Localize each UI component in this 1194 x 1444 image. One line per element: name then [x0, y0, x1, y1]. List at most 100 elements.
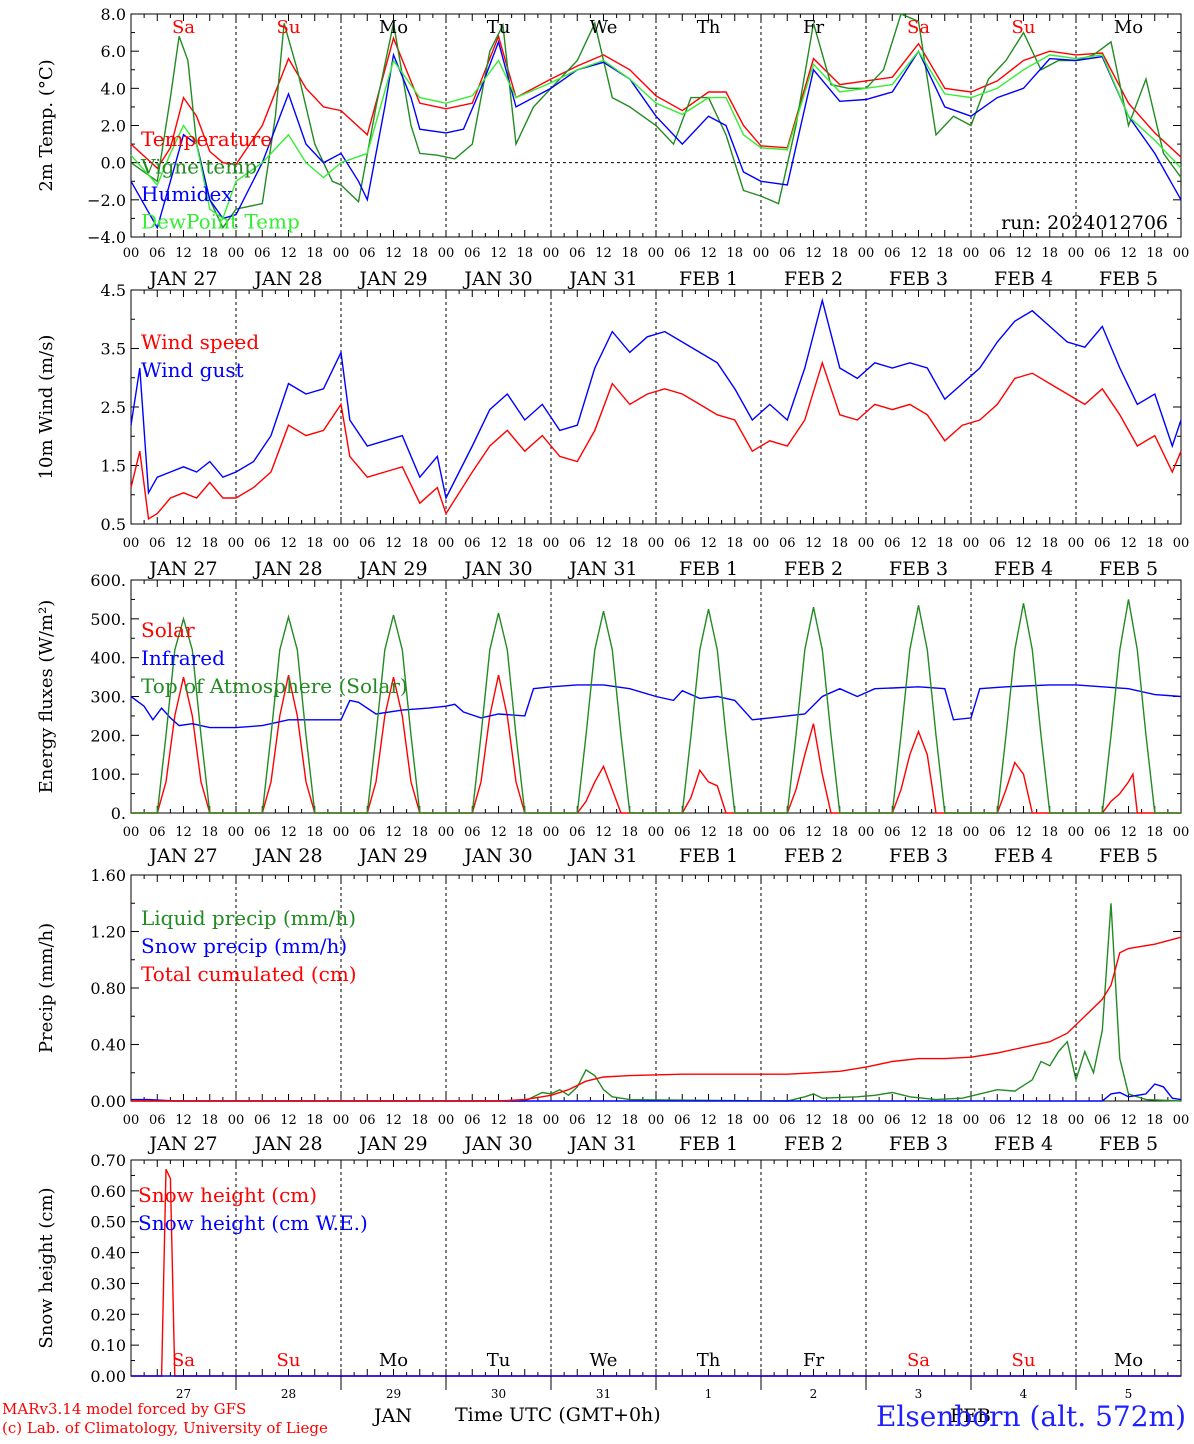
- y-tick-label: 0.40: [90, 1036, 126, 1055]
- hour-tick-label: 06: [989, 825, 1006, 840]
- hour-tick-label: 18: [516, 825, 533, 840]
- hour-tick-label: 18: [306, 246, 323, 261]
- hour-tick-label: 18: [306, 1113, 323, 1128]
- y-tick-label: 4.0: [101, 79, 126, 98]
- hour-tick-label: 00: [438, 1113, 455, 1128]
- hour-tick-label: 00: [963, 825, 980, 840]
- date-label: FEB 4: [994, 558, 1053, 580]
- hour-tick-label: 18: [831, 246, 848, 261]
- date-label: JAN 27: [147, 268, 217, 290]
- hour-tick-label: 00: [753, 825, 770, 840]
- weekday-label: Sa: [172, 1350, 195, 1371]
- series-line: [131, 936, 1182, 1102]
- hour-tick-label: 18: [201, 246, 218, 261]
- hour-tick-label: 00: [1068, 825, 1085, 840]
- date-label: FEB 5: [1099, 558, 1158, 580]
- hour-tick-label: 12: [175, 536, 192, 551]
- hour-tick-label: 18: [1041, 825, 1058, 840]
- hour-tick-label: 00: [1068, 246, 1085, 261]
- date-label: FEB 1: [679, 558, 738, 580]
- hour-tick-label: 12: [1015, 1113, 1032, 1128]
- day-number: 29: [386, 1387, 401, 1401]
- hour-tick-label: 18: [516, 246, 533, 261]
- date-label: FEB 3: [889, 558, 948, 580]
- hour-tick-label: 18: [621, 536, 638, 551]
- hour-tick-label: 00: [228, 1113, 245, 1128]
- series-line: [130, 360, 1182, 520]
- weekday-label: Sa: [907, 1350, 930, 1371]
- hour-tick-label: 18: [1146, 1113, 1163, 1128]
- weekday-label: Fr: [803, 17, 824, 38]
- date-label: FEB 2: [784, 845, 843, 867]
- hour-tick-label: 18: [411, 1113, 428, 1128]
- date-label: FEB 5: [1099, 1133, 1158, 1155]
- legend-entry: Wind gust: [141, 358, 244, 382]
- y-tick-label: 400.: [90, 649, 126, 668]
- y-tick-label: 0.40: [90, 1244, 126, 1263]
- hour-tick-label: 12: [1015, 825, 1032, 840]
- hour-tick-label: 12: [175, 825, 192, 840]
- legend-entry: Vigne temp: [140, 155, 257, 179]
- hour-tick-label: 06: [464, 1113, 481, 1128]
- hour-tick-label: 12: [385, 1113, 402, 1128]
- date-label: JAN 29: [357, 558, 427, 580]
- y-tick-label: 0.0: [101, 154, 126, 173]
- hour-tick-label: 18: [726, 536, 743, 551]
- date-label: JAN 31: [567, 1133, 637, 1155]
- hour-tick-label: 00: [543, 246, 560, 261]
- hour-tick-label: 06: [884, 825, 901, 840]
- hour-tick-label: 00: [333, 536, 350, 551]
- y-tick-label: 0.: [111, 804, 126, 823]
- hour-tick-label: 12: [280, 825, 297, 840]
- legend-entry: Top of Atmosphere (Solar): [141, 674, 408, 698]
- hour-tick-label: 00: [228, 246, 245, 261]
- y-tick-label: 0.60: [90, 1182, 126, 1201]
- hour-tick-label: 12: [910, 1113, 927, 1128]
- hour-tick-label: 00: [648, 246, 665, 261]
- hour-tick-label: 18: [621, 246, 638, 261]
- y-tick-label: 4.5: [101, 281, 126, 300]
- hour-tick-label: 00: [1068, 536, 1085, 551]
- y-tick-label: 3.5: [101, 340, 126, 359]
- hour-tick-label: 00: [963, 246, 980, 261]
- date-label: JAN 29: [357, 845, 427, 867]
- weekday-label: Sa: [172, 17, 195, 38]
- hour-tick-label: 18: [201, 1113, 218, 1128]
- hour-tick-label: 12: [805, 1113, 822, 1128]
- hour-tick-label: 06: [569, 825, 586, 840]
- hour-tick-label: 12: [700, 246, 717, 261]
- y-axis-label: Precip (mm/h): [36, 923, 57, 1053]
- y-tick-label: 0.50: [90, 1213, 126, 1232]
- hour-tick-label: 06: [989, 536, 1006, 551]
- legend-entry: Snow height (cm W.E.): [138, 1211, 368, 1235]
- hour-tick-label: 12: [1120, 1113, 1137, 1128]
- hour-tick-label: 18: [516, 536, 533, 551]
- month-label-jan: JAN: [374, 1405, 412, 1427]
- hour-tick-label: 00: [333, 825, 350, 840]
- y-tick-label: 1.20: [90, 923, 126, 942]
- series-line: [131, 599, 1181, 814]
- y-tick-label: 2.5: [101, 398, 126, 417]
- day-number: 30: [491, 1387, 506, 1401]
- weekday-label: We: [590, 1350, 618, 1371]
- hour-tick-label: 12: [490, 1113, 507, 1128]
- weekday-label: Su: [1012, 1350, 1036, 1371]
- hour-tick-label: 12: [490, 246, 507, 261]
- hour-tick-label: 00: [1173, 825, 1190, 840]
- date-label: JAN 27: [147, 845, 217, 867]
- weekday-label: Su: [277, 1350, 301, 1371]
- hour-tick-label: 18: [936, 825, 953, 840]
- legend-entry: Snow precip (mm/h): [141, 934, 347, 958]
- hour-tick-label: 00: [228, 825, 245, 840]
- hour-tick-label: 00: [438, 536, 455, 551]
- hour-tick-label: 12: [595, 536, 612, 551]
- date-label: FEB 3: [889, 268, 948, 290]
- hour-tick-label: 00: [1173, 246, 1190, 261]
- hour-tick-label: 06: [149, 536, 166, 551]
- lab-credit: (c) Lab. of Climatology, University of L…: [2, 1419, 328, 1437]
- weekday-label: Tu: [487, 17, 511, 38]
- weekday-label: Sa: [907, 17, 930, 38]
- hour-tick-label: 18: [516, 1113, 533, 1128]
- hour-tick-label: 06: [359, 825, 376, 840]
